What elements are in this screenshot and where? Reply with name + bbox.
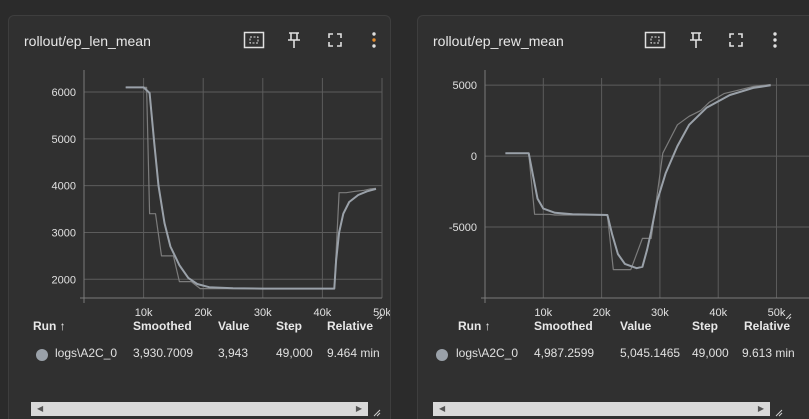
resize-grip-icon[interactable] <box>775 409 783 417</box>
run-color-dot <box>436 349 448 361</box>
y-tick-label: 5000 <box>453 80 477 92</box>
line-chart[interactable]: 5000 0 -5000 10k 20k 30k 40k 50k <box>418 68 809 319</box>
x-tick-label: 50k <box>373 307 391 319</box>
fullscreen-button[interactable] <box>323 28 347 52</box>
smoothed-series-line <box>505 84 771 270</box>
pin-icon <box>690 32 702 48</box>
y-tick-label: 3000 <box>52 227 76 239</box>
relative-value: 9.613 min <box>742 346 795 360</box>
raw-value: 3,943 <box>218 346 249 360</box>
y-tick-label: 2000 <box>52 274 76 286</box>
header-run[interactable]: Run ↑ <box>33 319 66 333</box>
more-options-icon <box>773 32 777 48</box>
x-tick-label: 10k <box>534 307 552 319</box>
header-step: Step <box>692 319 719 333</box>
horizontal-scrollbar[interactable]: ◀ ▶ <box>433 402 770 416</box>
x-tick-label: 10k <box>135 307 153 319</box>
horizontal-scrollbar[interactable]: ◀ ▶ <box>31 402 368 416</box>
x-tick-label: 30k <box>254 307 272 319</box>
raw-series-line <box>125 86 377 290</box>
smoothed-value: 4,987.2599 <box>534 346 595 360</box>
card-title: rollout/ep_rew_mean <box>433 33 564 49</box>
x-tick-label: 40k <box>709 307 727 319</box>
y-tick-label: -5000 <box>449 222 477 234</box>
smoothed-value: 3,930.7009 <box>133 346 194 360</box>
more-options-icon <box>372 32 376 48</box>
raw-series-line <box>505 83 771 271</box>
scroll-right-icon[interactable]: ▶ <box>355 404 362 413</box>
run-name: logs\A2C_0 <box>456 346 519 360</box>
chart-card-ep-len-mean: rollout/ep_len_mean 2000 3000 4000 5000 6000… <box>8 15 391 419</box>
fullscreen-button[interactable] <box>724 28 748 52</box>
resize-grip-icon[interactable] <box>373 409 381 417</box>
line-chart[interactable]: 2000 3000 4000 5000 6000 10k 20k 30k 40k 50k <box>9 68 391 319</box>
fit-domain-button[interactable] <box>641 28 669 52</box>
step-value: 49,000 <box>692 346 729 360</box>
step-value: 49,000 <box>276 346 313 360</box>
x-tick-label: 30k <box>651 307 669 319</box>
scroll-left-icon[interactable]: ◀ <box>37 404 44 413</box>
header-smoothed: Smoothed <box>133 319 192 333</box>
run-color-dot <box>36 349 48 361</box>
fullscreen-icon <box>328 33 342 47</box>
header-value: Value <box>218 319 250 333</box>
scroll-right-icon[interactable]: ▶ <box>757 404 764 413</box>
x-tick-label: 20k <box>194 307 212 319</box>
fit-domain-button[interactable] <box>240 28 268 52</box>
header-relative: Relative <box>327 319 374 333</box>
pin-button[interactable] <box>282 28 306 52</box>
header-step: Step <box>276 319 303 333</box>
resize-grip-icon[interactable] <box>785 313 792 320</box>
more-options-button[interactable] <box>367 28 381 52</box>
header-run[interactable]: Run ↑ <box>458 319 491 333</box>
fit-domain-icon <box>644 31 666 49</box>
run-name: logs\A2C_0 <box>55 346 118 360</box>
y-tick-label: 5000 <box>52 134 76 146</box>
fit-domain-icon <box>243 31 265 49</box>
relative-value: 9.464 min <box>327 346 380 360</box>
y-tick-label: 4000 <box>52 181 76 193</box>
y-tick-label: 0 <box>471 151 477 163</box>
chart-card-ep-rew-mean: rollout/ep_rew_mean 5000 0 -5000 10k 20k 30k 4… <box>417 15 809 419</box>
fullscreen-icon <box>729 33 743 47</box>
header-value: Value <box>620 319 652 333</box>
header-smoothed: Smoothed <box>534 319 593 333</box>
pin-icon <box>288 32 300 48</box>
header-relative: Relative <box>744 319 791 333</box>
y-tick-label: 6000 <box>52 87 76 99</box>
x-tick-label: 20k <box>593 307 611 319</box>
card-title: rollout/ep_len_mean <box>24 33 151 49</box>
x-tick-label: 50k <box>768 307 786 319</box>
smoothed-series-line <box>125 86 377 290</box>
raw-value: 5,045.1465 <box>620 346 681 360</box>
pin-button[interactable] <box>684 28 708 52</box>
scroll-left-icon[interactable]: ◀ <box>439 404 446 413</box>
resize-grip-icon[interactable] <box>376 313 383 320</box>
x-tick-label: 40k <box>314 307 332 319</box>
more-options-button[interactable] <box>768 28 782 52</box>
